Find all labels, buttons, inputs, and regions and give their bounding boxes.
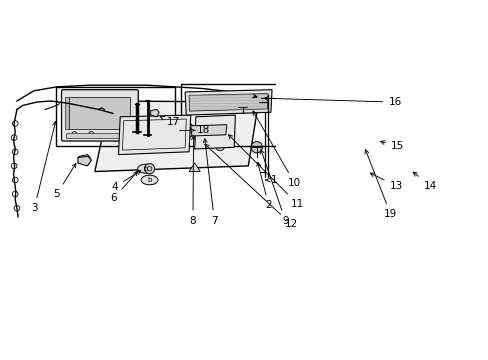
- Polygon shape: [150, 109, 159, 117]
- Polygon shape: [78, 156, 91, 166]
- Text: 8: 8: [189, 136, 196, 226]
- Text: 4: 4: [112, 171, 141, 192]
- Polygon shape: [190, 125, 226, 136]
- Polygon shape: [189, 163, 200, 171]
- Text: 12: 12: [204, 144, 297, 229]
- Text: 2: 2: [256, 162, 271, 210]
- Circle shape: [200, 139, 204, 144]
- Polygon shape: [95, 101, 258, 171]
- Polygon shape: [194, 115, 235, 149]
- Polygon shape: [325, 107, 401, 146]
- Circle shape: [144, 164, 154, 174]
- Text: 18: 18: [196, 125, 209, 135]
- Text: b: b: [143, 166, 147, 172]
- Text: 16: 16: [264, 96, 401, 107]
- Bar: [65, 97, 69, 129]
- Circle shape: [330, 103, 339, 112]
- Text: 7: 7: [203, 139, 217, 226]
- Text: b: b: [147, 177, 151, 183]
- Polygon shape: [346, 153, 387, 171]
- Circle shape: [72, 131, 77, 137]
- Polygon shape: [399, 153, 420, 170]
- Polygon shape: [351, 129, 387, 139]
- Text: 10: 10: [252, 111, 301, 188]
- Polygon shape: [331, 111, 395, 140]
- Text: 15: 15: [380, 141, 403, 151]
- Bar: [69, 97, 129, 129]
- Text: 5: 5: [54, 163, 76, 199]
- Circle shape: [348, 166, 353, 171]
- Ellipse shape: [141, 175, 158, 185]
- Bar: [180, 84, 279, 146]
- Circle shape: [88, 131, 94, 137]
- Polygon shape: [351, 130, 384, 140]
- Circle shape: [235, 100, 249, 113]
- Circle shape: [381, 165, 385, 170]
- Circle shape: [178, 122, 194, 138]
- Text: 19: 19: [364, 150, 396, 219]
- Text: 6: 6: [110, 172, 137, 203]
- Text: 1: 1: [265, 175, 277, 185]
- Bar: [56, 87, 175, 146]
- Text: 3: 3: [31, 122, 57, 213]
- Circle shape: [196, 136, 207, 147]
- Text: 17: 17: [160, 116, 180, 127]
- Polygon shape: [185, 90, 271, 115]
- FancyBboxPatch shape: [61, 90, 138, 141]
- Circle shape: [251, 141, 262, 153]
- Text: 14: 14: [412, 172, 436, 191]
- Polygon shape: [79, 154, 90, 163]
- Polygon shape: [118, 115, 190, 154]
- Circle shape: [215, 141, 224, 150]
- Text: 11: 11: [228, 135, 304, 209]
- Polygon shape: [189, 94, 267, 111]
- Ellipse shape: [138, 164, 153, 173]
- Text: 9: 9: [260, 150, 288, 226]
- Circle shape: [392, 102, 401, 111]
- Text: 13: 13: [369, 173, 402, 191]
- Bar: [66, 132, 134, 138]
